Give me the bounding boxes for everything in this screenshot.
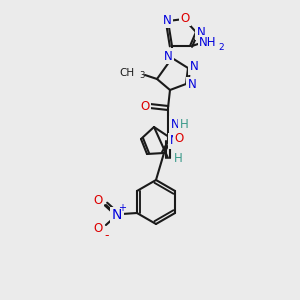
Text: 3: 3 — [139, 71, 144, 80]
Text: N: N — [190, 61, 198, 74]
Text: N: N — [171, 118, 179, 130]
Text: 2: 2 — [218, 44, 224, 52]
Text: O: O — [140, 100, 150, 112]
Text: CH: CH — [120, 68, 135, 78]
Text: +: + — [118, 203, 126, 213]
Text: N: N — [164, 50, 172, 62]
Text: N: N — [112, 208, 122, 222]
Text: H: H — [180, 118, 188, 130]
Text: O: O — [93, 194, 103, 208]
Text: O: O — [174, 133, 184, 146]
Text: N: N — [169, 134, 178, 148]
Text: O: O — [180, 11, 190, 25]
Text: N: N — [188, 79, 196, 92]
Text: N: N — [163, 14, 171, 26]
Text: H: H — [174, 152, 182, 164]
Text: -: - — [105, 230, 109, 242]
Text: O: O — [93, 223, 103, 236]
Text: N: N — [196, 26, 206, 38]
Text: NH: NH — [199, 37, 217, 50]
